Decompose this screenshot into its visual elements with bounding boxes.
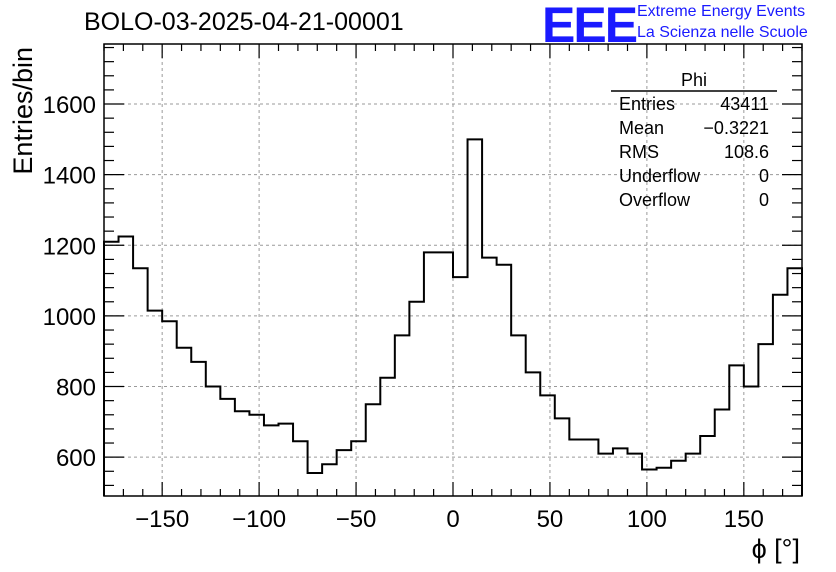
histogram-bin [657, 468, 672, 496]
histogram-bin [613, 448, 628, 496]
stats-row-value: 0 [759, 190, 769, 210]
histogram-bin [787, 268, 802, 496]
plot-title: BOLO-03-2025-04-21-00001 [84, 8, 404, 36]
x-axis-title: ϕ [°] [752, 534, 800, 564]
histogram-bin [482, 258, 497, 496]
histogram-bin [773, 295, 788, 496]
stats-row-label: Mean [619, 118, 664, 138]
histogram-bin [119, 236, 134, 496]
stats-box-name: Phi [681, 70, 707, 90]
x-tick-label: −50 [336, 506, 377, 533]
logo-tagline-line1: Extreme Energy Events [637, 3, 806, 20]
histogram-bin [337, 450, 352, 496]
histogram-bin [380, 378, 395, 496]
histogram-bin [540, 395, 555, 496]
histogram-bin [511, 335, 526, 496]
stats-row-value: −0.3221 [703, 118, 769, 138]
histogram-bin [409, 302, 424, 496]
tick-labels: −150 −100 −50 0 50 100 150 600 800 1000 1200 1400 16… [43, 92, 764, 533]
stats-row-value: 0 [759, 166, 769, 186]
stats-row-label: RMS [619, 142, 659, 162]
histogram-bin [133, 268, 148, 496]
histogram-bin [351, 441, 366, 496]
histogram-bin [526, 372, 541, 496]
stats-row-label: Overflow [619, 190, 691, 210]
y-tick-label: 600 [56, 445, 96, 472]
histogram-bin [279, 424, 294, 496]
histogram-bin [162, 321, 177, 496]
histogram-bin [729, 365, 744, 496]
y-tick-label: 1200 [43, 233, 96, 260]
y-tick-label: 1600 [43, 92, 96, 119]
histogram-bin [249, 415, 264, 496]
histogram-bin [191, 362, 206, 496]
y-axis-title: Entries/bin [8, 47, 38, 175]
histogram-bin [744, 387, 759, 496]
histogram-bin [628, 454, 643, 496]
histogram-outline [103, 138, 803, 496]
histogram-bin [148, 311, 163, 496]
histogram-bin [468, 139, 483, 496]
stats-box: Phi Entries 43411 Mean −0.3221 RMS 108.6 Underf… [611, 70, 777, 210]
stats-row-label: Entries [619, 94, 675, 114]
stats-row-value: 108.6 [724, 142, 769, 162]
x-tick-label: 50 [537, 506, 564, 533]
x-tick-label: 0 [446, 506, 459, 533]
histogram-bins [104, 139, 802, 496]
x-tick-label: 100 [627, 506, 667, 533]
histogram-bin [104, 242, 119, 496]
histogram-bin [598, 454, 613, 496]
histogram-bin [395, 335, 410, 496]
histogram-bin [671, 461, 686, 496]
histogram-bin [322, 464, 337, 496]
histogram-bin [206, 387, 221, 496]
histogram-bin [584, 440, 599, 497]
histogram-bin [366, 404, 381, 496]
x-tick-label: −150 [135, 506, 189, 533]
stats-row-label: Underflow [619, 166, 701, 186]
histogram-bin [686, 454, 701, 496]
y-tick-label: 1400 [43, 163, 96, 190]
histogram-bin [569, 440, 584, 497]
histogram-bin [235, 411, 250, 496]
histogram-bin [308, 473, 323, 496]
y-tick-label: 800 [56, 375, 96, 402]
stats-row-value: 43411 [720, 94, 769, 114]
y-tick-label: 1000 [43, 304, 96, 331]
x-tick-label: −100 [232, 506, 286, 533]
eee-logo: EEE [542, 0, 638, 53]
histogram-bin [220, 399, 235, 496]
histogram-bin [177, 348, 192, 496]
histogram-bin [264, 425, 279, 496]
histogram-bin [497, 265, 512, 496]
histogram-bin [715, 409, 730, 496]
logo-tagline-line2: La Scienza nelle Scuole [637, 24, 808, 41]
histogram-bin [758, 344, 773, 496]
histogram-bin [642, 470, 657, 496]
histogram-bin [555, 418, 570, 496]
histogram-bin [700, 436, 715, 496]
histogram-bin [293, 441, 308, 496]
histogram-bin [453, 277, 468, 496]
x-tick-label: 150 [724, 506, 764, 533]
histogram-bin [438, 252, 453, 496]
axis-ticks [103, 44, 803, 496]
histogram-bin [424, 252, 439, 496]
